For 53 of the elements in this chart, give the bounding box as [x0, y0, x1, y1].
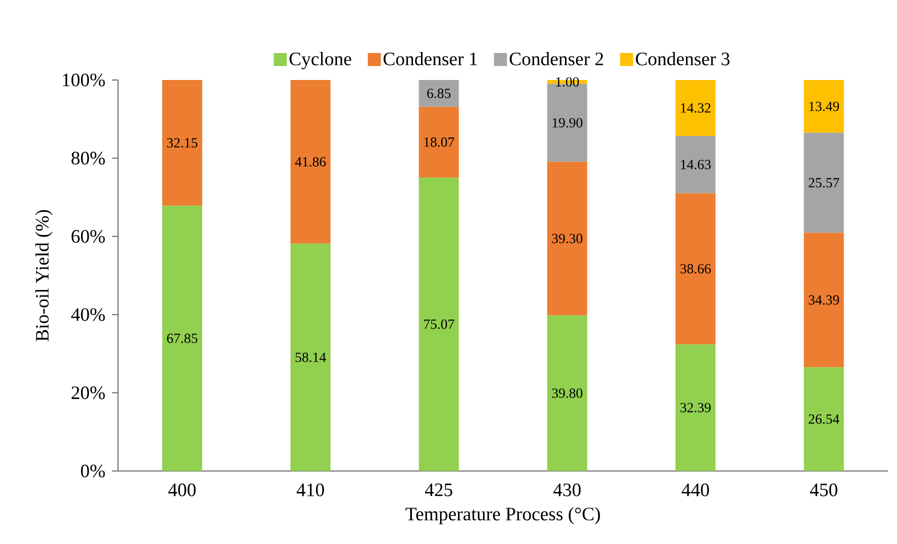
legend-label: Condenser 3: [636, 52, 730, 66]
legend-label: Condenser 2: [510, 52, 604, 66]
bar: [162, 206, 202, 471]
y-tick-label: 40%: [71, 308, 105, 322]
bar: [290, 80, 330, 244]
data-label: 32.39: [680, 402, 711, 412]
data-label: 18.07: [424, 137, 454, 147]
bar: [162, 80, 202, 206]
legend-label: Condenser 1: [384, 52, 477, 66]
bar: [418, 177, 459, 471]
bar: [676, 80, 716, 136]
bar: [547, 162, 588, 316]
data-label: 41.86: [295, 157, 326, 167]
data-label: 25.57: [808, 178, 840, 188]
data-label: 58.14: [296, 352, 326, 362]
x-tick-label: 425: [425, 484, 452, 496]
y-axis-title: Bio-oil Yield (%): [35, 210, 53, 342]
y-tick-label: 20%: [72, 386, 105, 400]
bar: [676, 193, 716, 344]
data-label: 75.07: [424, 319, 454, 329]
data-label: 34.39: [808, 295, 839, 305]
bar: [676, 344, 716, 471]
data-label: 32.15: [167, 138, 198, 148]
y-tick-label: 60%: [72, 230, 105, 243]
bar: [418, 106, 459, 178]
data-label: 19.90: [552, 118, 582, 128]
y-tick-label: 80%: [72, 152, 105, 165]
data-label: 39.30: [552, 234, 582, 244]
data-label: 13.49: [809, 102, 839, 112]
y-tick-label: 0%: [80, 464, 105, 478]
data-label: 14.32: [681, 103, 710, 113]
bar: [418, 80, 459, 107]
data-label: 39.80: [552, 388, 582, 398]
x-tick-label: 440: [682, 484, 709, 496]
bar: [804, 367, 844, 471]
x-tick-label: 410: [296, 484, 324, 496]
x-axis-title: Temperature Process (°C): [406, 507, 600, 524]
data-label: 67.85: [167, 334, 198, 344]
bar: [804, 132, 844, 233]
data-label: 38.66: [680, 264, 711, 274]
data-label: 6.85: [427, 88, 451, 98]
bar: [547, 315, 588, 471]
bar: [676, 136, 716, 194]
x-tick-label: 450: [810, 484, 838, 496]
data-label: 14.63: [681, 160, 711, 170]
x-tick-label: 430: [553, 484, 581, 496]
y-tick-label: 100%: [62, 74, 105, 86]
bar: [804, 232, 844, 368]
bar: [804, 80, 844, 133]
legend-label: Cyclone: [290, 52, 352, 70]
data-label: 26.54: [808, 414, 840, 424]
x-tick-label: 400: [168, 484, 196, 496]
bar: [290, 244, 330, 471]
